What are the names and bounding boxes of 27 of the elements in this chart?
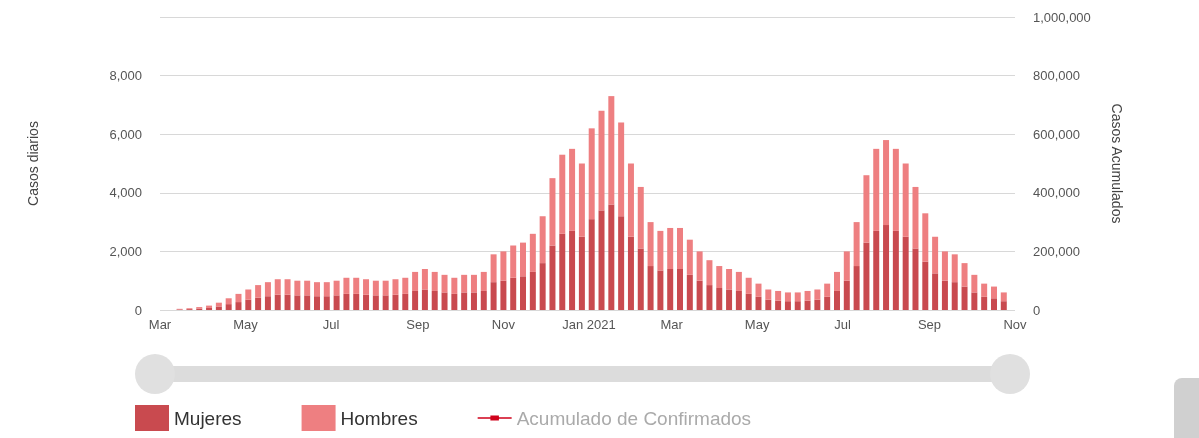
- y2-tick-label: 400,000: [1033, 185, 1080, 201]
- x-tick-label: May: [744, 317, 770, 332]
- x-tick-label: Sep: [406, 317, 430, 332]
- x-tick-label: Mar: [148, 317, 172, 332]
- y2-tick-label: 600,000: [1033, 126, 1080, 142]
- y2-tick-label: 1,000,000: [1033, 9, 1091, 25]
- x-tick-label: Jul: [322, 317, 340, 332]
- x-tick-label: Nov: [491, 317, 516, 332]
- x-tick-label: Mar: [660, 317, 684, 332]
- legend-label: Acumulado de Confirmados: [516, 407, 752, 429]
- y-tick-label: 2,000: [109, 243, 142, 259]
- legend-label: Mujeres: [174, 407, 242, 429]
- x-tick-label: Jan 2021: [562, 317, 616, 332]
- legend-label: Hombres: [340, 407, 418, 429]
- y2-axis-title: Casos Acumulados: [1109, 103, 1125, 224]
- y-tick-label: 4,000: [109, 185, 142, 201]
- y2-tick-label: 0: [1033, 302, 1041, 318]
- y-tick-label: 0: [134, 302, 142, 318]
- y2-tick-label: 800,000: [1033, 68, 1080, 84]
- y-tick-label: 8,000: [109, 68, 142, 84]
- x-tick-label: Nov: [1003, 317, 1028, 332]
- y-tick-label: 6,000: [109, 126, 142, 142]
- y-axis-title: Casos diarios: [25, 121, 41, 206]
- x-tick-label: May: [233, 317, 259, 332]
- x-tick-label: Sep: [917, 317, 942, 332]
- x-tick-label: Jul: [834, 317, 852, 332]
- y2-tick-label: 200,000: [1033, 243, 1080, 259]
